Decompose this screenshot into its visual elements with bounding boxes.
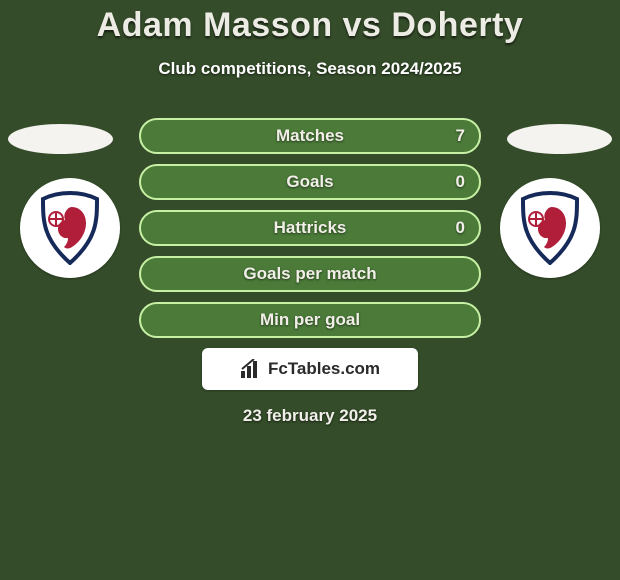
stat-label: Min per goal	[260, 310, 360, 330]
stat-pill-list: Matches 7 Goals 0 Hattricks 0 Goals per …	[139, 100, 481, 338]
brand-badge: FcTables.com	[202, 348, 418, 390]
stat-row-goals: Goals 0	[139, 164, 481, 200]
stat-label: Goals	[286, 172, 333, 192]
comparison-stage: Matches 7 Goals 0 Hattricks 0 Goals per …	[0, 100, 620, 426]
stat-right-value: 0	[456, 172, 465, 192]
stat-row-min-per-goal: Min per goal	[139, 302, 481, 338]
stat-right-value: 0	[456, 218, 465, 238]
subtitle: Club competitions, Season 2024/2025	[0, 59, 620, 79]
club-crest-right	[500, 178, 600, 278]
player-silhouette-right	[507, 124, 612, 154]
stat-right-value: 7	[456, 126, 465, 146]
player-silhouette-left	[8, 124, 113, 154]
footer-date: 23 february 2025	[0, 406, 620, 426]
stat-row-hattricks: Hattricks 0	[139, 210, 481, 246]
stat-row-matches: Matches 7	[139, 118, 481, 154]
brand-text: FcTables.com	[268, 359, 380, 379]
shield-icon	[39, 191, 101, 265]
stat-label: Goals per match	[243, 264, 376, 284]
stat-label: Matches	[276, 126, 344, 146]
card-background: Adam Masson vs Doherty Club competitions…	[0, 0, 620, 580]
shield-icon	[519, 191, 581, 265]
stat-label: Hattricks	[274, 218, 347, 238]
bars-icon	[240, 359, 262, 379]
vs-title: Adam Masson vs Doherty	[0, 0, 620, 45]
club-crest-left	[20, 178, 120, 278]
stat-row-goals-per-match: Goals per match	[139, 256, 481, 292]
